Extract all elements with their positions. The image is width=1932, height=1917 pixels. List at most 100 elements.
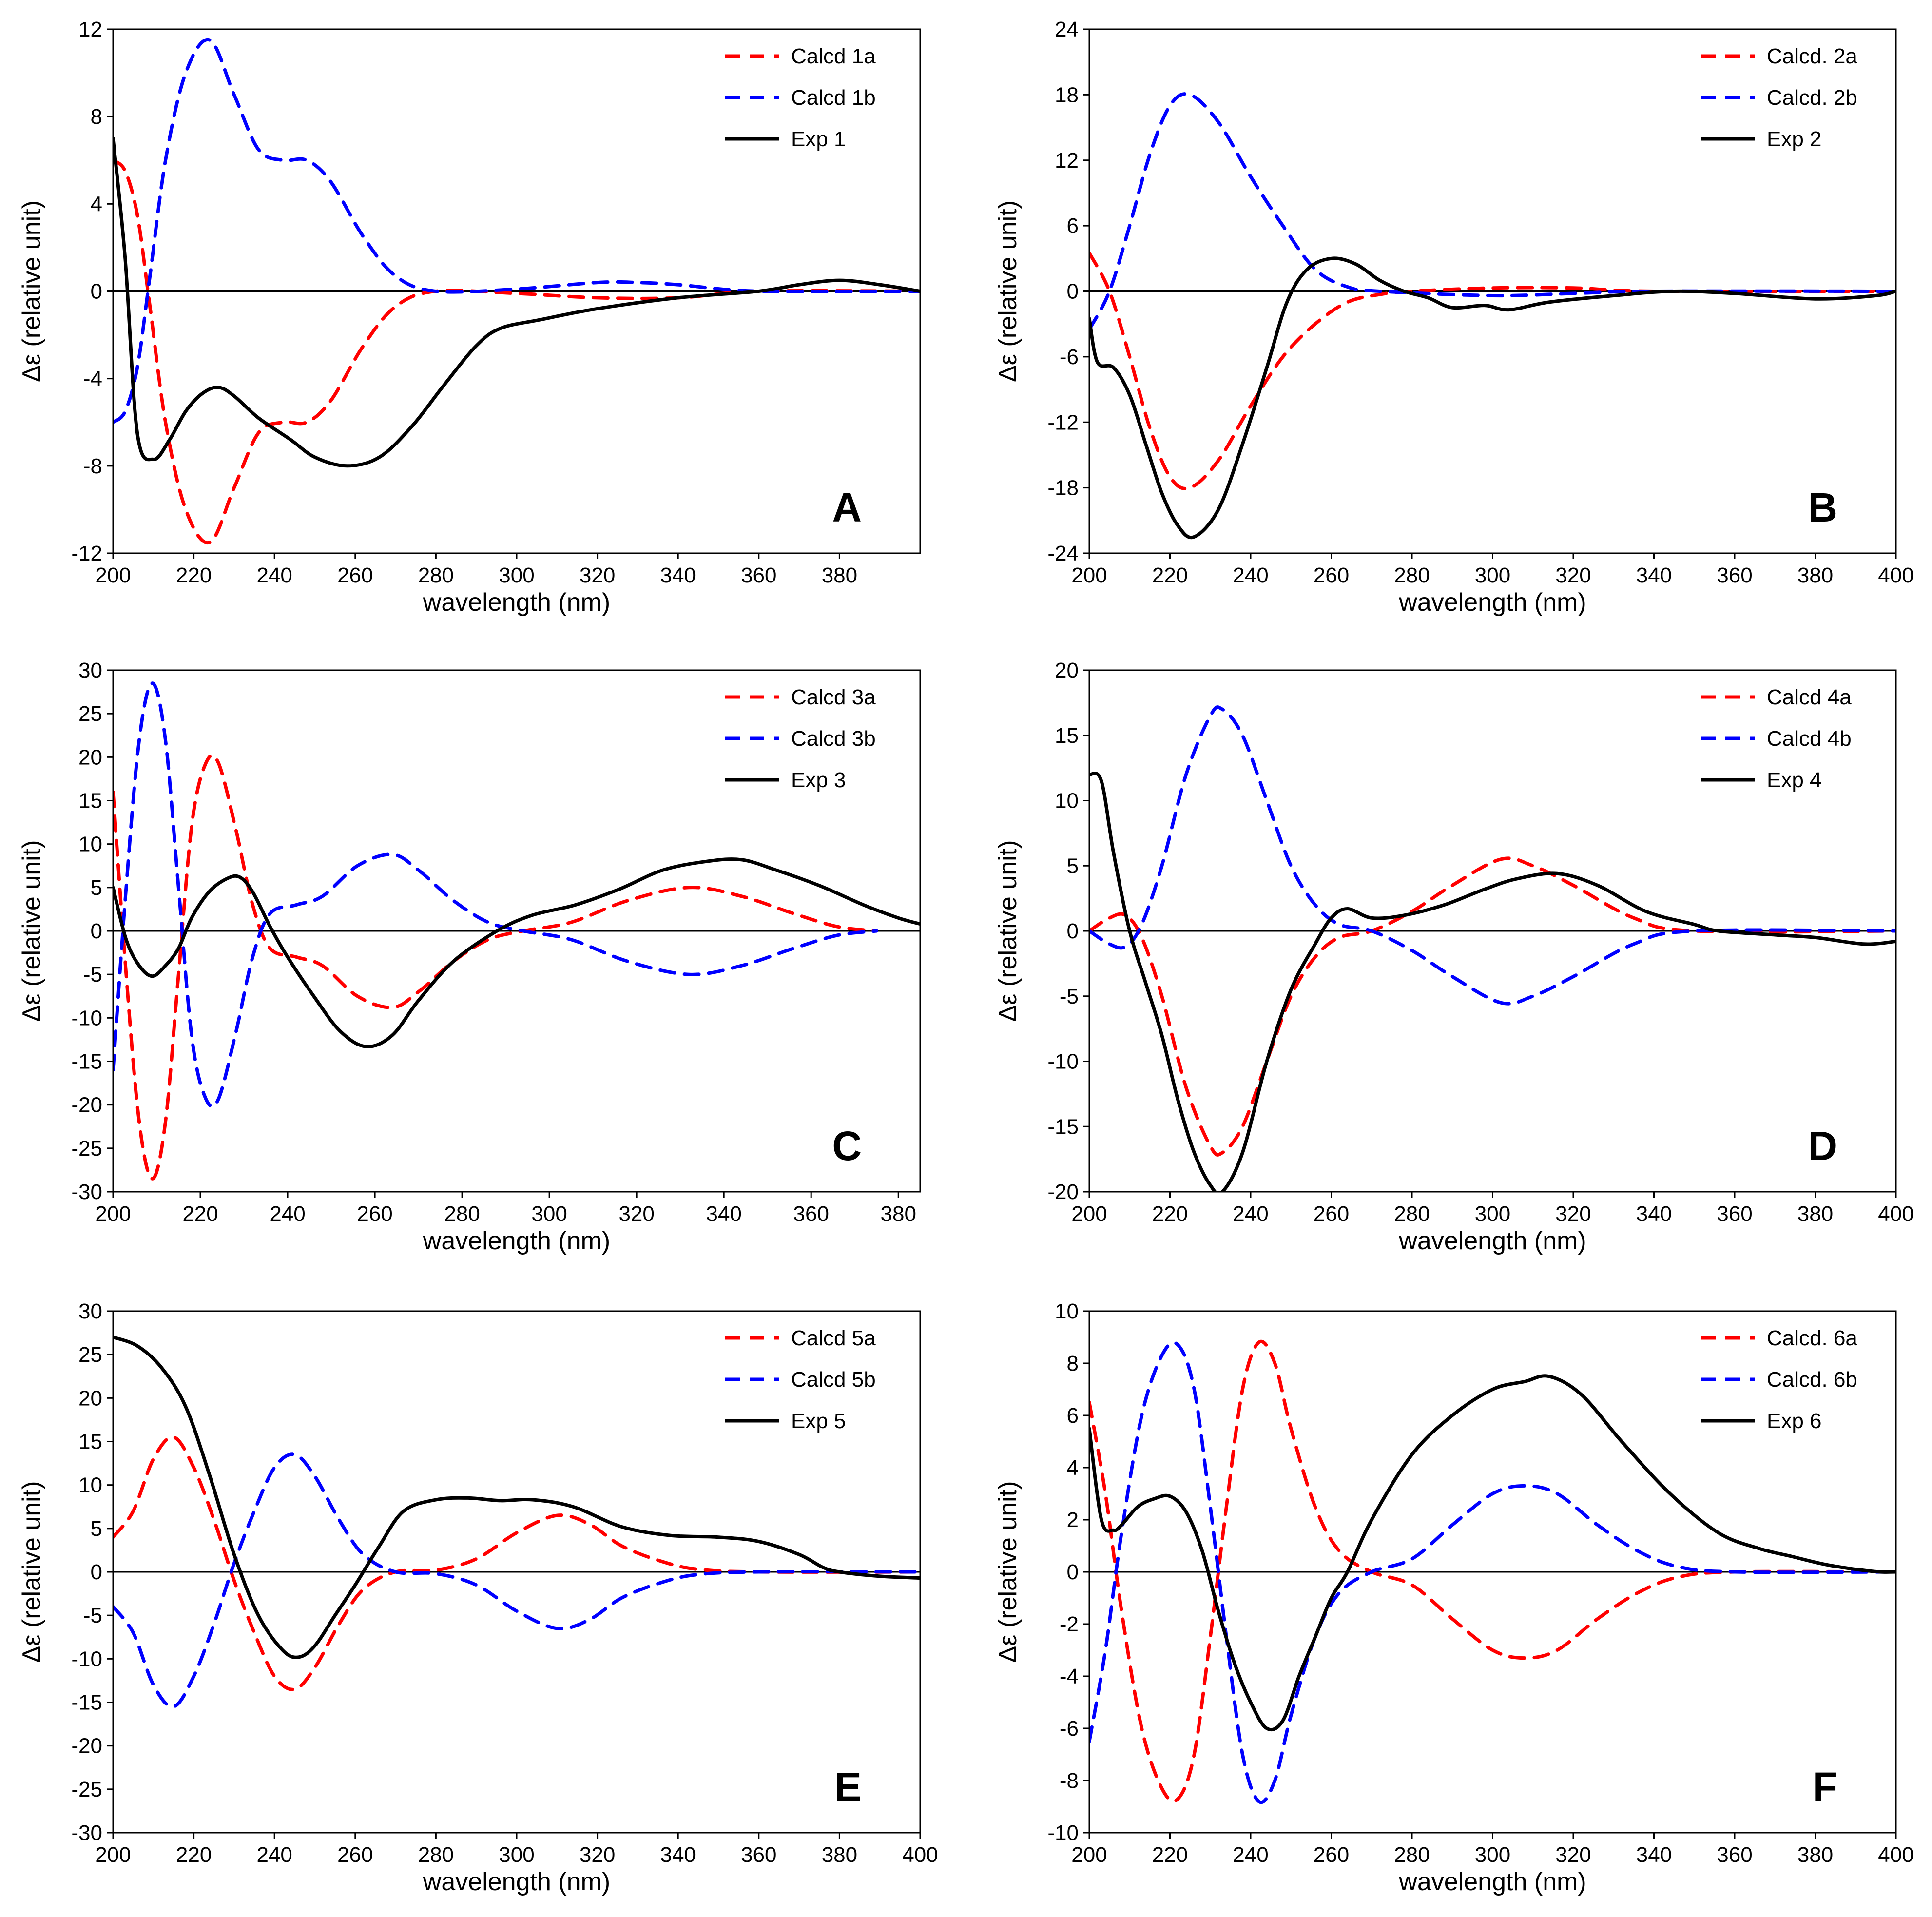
- x-tick-label: 360: [1717, 1843, 1752, 1867]
- legend-label: Calcd. 2a: [1767, 44, 1857, 68]
- x-tick-label: 240: [1233, 1202, 1268, 1226]
- x-axis-title: wavelength (nm): [1398, 588, 1586, 617]
- x-tick-label: 260: [1314, 1843, 1349, 1867]
- legend-label: Exp 1: [791, 127, 846, 151]
- x-tick-label: 220: [176, 1843, 212, 1867]
- y-tick-label: 20: [78, 1386, 102, 1410]
- x-tick-label: 300: [531, 1202, 567, 1226]
- x-tick-label: 320: [618, 1202, 654, 1226]
- panel-letter: D: [1808, 1123, 1837, 1169]
- legend-label: Calcd 4b: [1767, 727, 1852, 751]
- y-tick-label: -10: [1047, 1050, 1079, 1074]
- y-tick-label: -8: [1060, 1769, 1079, 1793]
- y-axis-title: Δε (relative unit): [994, 200, 1022, 382]
- x-tick-label: 400: [902, 1843, 938, 1867]
- y-tick-label: 5: [91, 1517, 102, 1541]
- y-tick-label: 6: [1067, 214, 1079, 238]
- y-tick-label: -15: [71, 1691, 102, 1715]
- x-tick-label: 400: [1878, 1202, 1913, 1226]
- plot-frame: [112, 1310, 921, 1834]
- y-axis-title: Δε (relative unit): [994, 1481, 1022, 1663]
- legend-label: Calcd. 6b: [1767, 1368, 1857, 1392]
- x-tick-label: 320: [1555, 1843, 1591, 1867]
- x-tick-label: 240: [1233, 1843, 1268, 1867]
- y-tick-label: -15: [71, 1050, 102, 1074]
- panel-c: 200 220 240 260 280 300 320 340 360 380-30-25-20-…: [18, 658, 921, 1255]
- plot-frame: [1088, 669, 1897, 1193]
- series-line-exp-1: [113, 136, 920, 468]
- panel-letter: F: [1813, 1764, 1837, 1810]
- panel-letter: C: [832, 1123, 862, 1169]
- series-line-calcd-3a: [113, 754, 878, 1181]
- series-line-calcd-4a: [1089, 856, 1896, 1157]
- y-tick-label: 0: [1067, 919, 1079, 943]
- legend: Calcd. 2a Calcd. 2b Exp 2: [1701, 44, 1857, 151]
- x-tick-label: 320: [1555, 563, 1591, 587]
- y-tick-label: -30: [71, 1180, 102, 1204]
- y-tick-label: 4: [91, 192, 102, 216]
- y-tick-label: 0: [91, 919, 102, 943]
- y-tick-label: -6: [1060, 345, 1079, 369]
- series-line-calcd-5b: [113, 1452, 920, 1708]
- legend-label: Exp 2: [1767, 127, 1822, 151]
- legend-label: Calcd 3b: [791, 727, 876, 751]
- y-tick-label: -24: [1047, 542, 1079, 565]
- legend-label: Calcd 5b: [791, 1368, 876, 1392]
- panel-a: 200 220 240 260 280 300 320 340 360 380 -12 -8 -4 0 4 8…: [18, 18, 921, 617]
- y-tick-label: 10: [78, 833, 102, 856]
- x-tick-label: 300: [499, 563, 534, 587]
- plot-frame: [1088, 1310, 1897, 1834]
- y-tick-label: -5: [83, 1604, 102, 1627]
- panel-b: 200 220 240 260 280 300 320 340 360 380 400-24-18-…: [994, 18, 1914, 617]
- y-tick-label: 12: [78, 18, 102, 41]
- y-tick-label: -30: [71, 1821, 102, 1845]
- y-tick-label: -12: [71, 542, 102, 565]
- x-tick-label: 280: [1394, 1843, 1430, 1867]
- panel-f: 200 220 240 260 280 300 320 340 360 380 400-10-8-6…: [994, 1299, 1914, 1896]
- x-tick-label: 240: [256, 1843, 292, 1867]
- x-tick-label: 360: [741, 563, 776, 587]
- x-tick-label: 200: [95, 1843, 131, 1867]
- panel-letter: B: [1808, 484, 1837, 530]
- y-tick-label: -5: [1060, 985, 1079, 1008]
- legend-label: Calcd 4a: [1767, 685, 1852, 709]
- y-tick-label: 5: [91, 876, 102, 900]
- x-tick-label: 240: [256, 563, 292, 587]
- x-tick-label: 200: [1071, 563, 1107, 587]
- legend: Calcd 1a Calcd 1b Exp 1: [725, 44, 876, 151]
- x-tick-label: 340: [706, 1202, 741, 1226]
- y-tick-label: -15: [1047, 1115, 1079, 1139]
- legend-label: Calcd 1b: [791, 86, 876, 110]
- y-tick-label: -25: [71, 1778, 102, 1801]
- y-tick-label: 6: [1067, 1404, 1079, 1428]
- x-tick-label: 320: [580, 1843, 615, 1867]
- y-tick-label: 25: [78, 1343, 102, 1367]
- series-line-calcd-1b: [113, 38, 920, 424]
- y-tick-label: -4: [83, 367, 102, 391]
- x-tick-label: 300: [1475, 1202, 1510, 1226]
- x-tick-label: 260: [357, 1202, 392, 1226]
- series-line-calcd-5a: [113, 1435, 920, 1691]
- legend-label: Exp 4: [1767, 768, 1822, 792]
- y-tick-label: 5: [1067, 854, 1079, 878]
- x-tick-label: 260: [337, 563, 373, 587]
- y-tick-label: -10: [71, 1647, 102, 1671]
- y-tick-label: 0: [91, 280, 102, 304]
- legend-label: Calcd. 2b: [1767, 86, 1857, 110]
- x-tick-label: 200: [95, 1202, 131, 1226]
- y-tick-label: -8: [83, 454, 102, 478]
- y-tick-label: 12: [1055, 149, 1079, 173]
- panel-letter: E: [834, 1764, 862, 1810]
- plot-frame: [112, 28, 921, 554]
- legend-label: Calcd 1a: [791, 44, 876, 68]
- x-tick-label: 280: [1394, 1202, 1430, 1226]
- y-tick-label: -10: [71, 1006, 102, 1030]
- x-tick-label: 300: [499, 1843, 534, 1867]
- y-tick-label: 8: [1067, 1352, 1079, 1375]
- x-tick-label: 380: [881, 1202, 916, 1226]
- x-tick-label: 320: [580, 563, 615, 587]
- x-tick-label: 400: [1878, 563, 1913, 587]
- x-axis-title: wavelength (nm): [1398, 1227, 1586, 1255]
- y-axis-title: Δε (relative unit): [18, 840, 46, 1022]
- legend-label: Calcd 3a: [791, 685, 876, 709]
